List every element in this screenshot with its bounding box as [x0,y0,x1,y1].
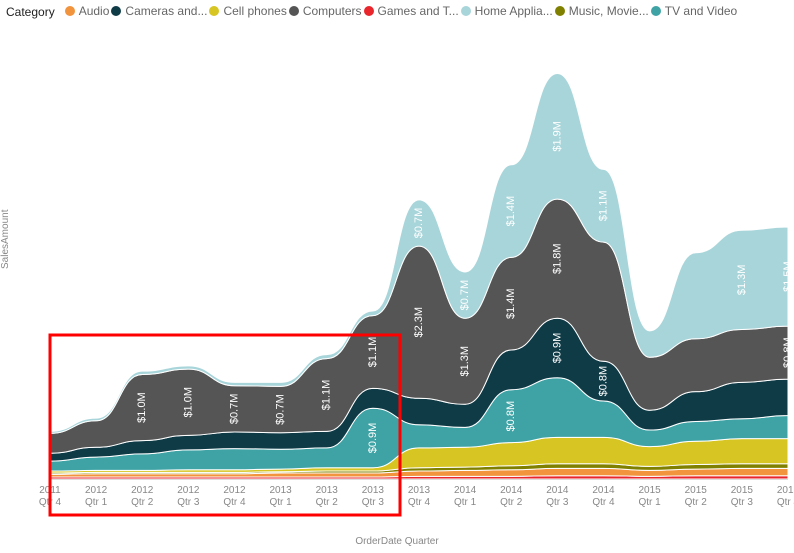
value-label: $1.3M [459,346,471,377]
stream-chart: 2011Qtr 42012Qtr 12012Qtr 22012Qtr 32012… [0,19,794,529]
value-label: $1.8M [551,243,563,274]
legend-item[interactable]: Cell phones [209,4,286,18]
x-tick-year: 2013 [362,485,385,496]
value-label: $1.1M [321,380,333,411]
value-label: $0.7M [459,280,471,311]
x-tick-year: 2012 [131,485,154,496]
value-label: $1.1M [367,337,379,368]
value-label: $0.7M [275,394,287,425]
legend-swatch [364,6,374,16]
legend-swatch [209,6,219,16]
legend-label: Home Applia... [475,4,553,18]
legend-label: Cameras and... [125,4,207,18]
legend-item[interactable]: Computers [289,4,362,18]
x-tick-year: 2012 [85,485,108,496]
value-label: $1.4M [505,196,517,227]
legend-item[interactable]: Games and T... [364,4,459,18]
value-label: $0.9M [551,333,563,364]
legend-item[interactable]: Cameras and... [111,4,207,18]
x-tick-year: 2012 [223,485,246,496]
legend-item[interactable]: TV and Video [651,4,738,18]
y-axis-label: SalesAmount [0,210,11,269]
x-tick-year: 2012 [177,485,200,496]
value-label: $0.8M [782,337,794,368]
x-tick-qtr: Qtr 4 [592,497,615,508]
legend-title: Category [6,5,55,19]
legend-item[interactable]: Music, Movie... [555,4,649,18]
legend-swatch [65,6,75,16]
legend-swatch [111,6,121,16]
x-tick-year: 2014 [500,485,523,496]
x-tick-qtr: Qtr 2 [500,497,523,508]
value-label: $0.7M [413,208,425,239]
x-tick-year: 2015 [731,485,754,496]
x-tick-qtr: Qtr 4 [408,497,431,508]
x-tick-qtr: Qtr 1 [270,497,293,508]
value-label: $2.3M [413,307,425,338]
x-tick-qtr: Qtr 1 [639,497,662,508]
x-tick-year: 2014 [454,485,477,496]
x-axis-label: OrderDate Quarter [355,536,438,547]
x-tick-year: 2013 [316,485,339,496]
legend-swatch [461,6,471,16]
value-label: $1.3M [736,265,748,296]
x-tick-year: 2015 [639,485,662,496]
value-label: $1.5M [782,261,794,292]
x-tick-qtr: Qtr 3 [177,497,200,508]
legend-swatch [289,6,299,16]
x-tick-qtr: Qtr 1 [454,497,477,508]
x-tick-year: 2015 [685,485,708,496]
legend-swatch [651,6,661,16]
value-label: $1.9M [551,121,563,152]
legend-swatch [555,6,565,16]
x-tick-year: 2014 [546,485,569,496]
legend-label: TV and Video [665,4,738,18]
value-label: $0.8M [598,366,610,397]
x-tick-qtr: Qtr 2 [316,497,339,508]
x-tick-year: 2015 [777,485,794,496]
x-tick-year: 2013 [408,485,431,496]
x-tick-qtr: Qtr 2 [685,497,708,508]
legend-label: Games and T... [378,4,459,18]
x-tick-qtr: Qtr 3 [731,497,754,508]
value-label: $0.8M [505,401,517,432]
legend-label: Audio [79,4,110,18]
x-tick-qtr: Qtr 4 [777,497,794,508]
x-tick-qtr: Qtr 2 [131,497,154,508]
x-tick-qtr: Qtr 1 [85,497,108,508]
legend-item[interactable]: Home Applia... [461,4,553,18]
value-label: $1.1M [598,190,610,221]
legend-item[interactable]: Audio [65,4,110,18]
legend-label: Cell phones [223,4,286,18]
x-tick-qtr: Qtr 3 [362,497,385,508]
x-tick-qtr: Qtr 3 [546,497,569,508]
value-label: $1.4M [505,288,517,319]
legend-label: Computers [303,4,362,18]
value-label: $1.0M [136,392,148,423]
x-tick-year: 2014 [592,485,615,496]
value-label: $0.7M [229,394,241,425]
value-label: $1.0M [182,387,194,418]
legend: Category Audio Cameras and... Cell phones C… [0,0,794,19]
value-label: $0.9M [367,423,379,454]
x-tick-qtr: Qtr 4 [223,497,246,508]
legend-label: Music, Movie... [569,4,649,18]
x-tick-year: 2013 [270,485,293,496]
chart-container: SalesAmount 2011Qtr 42012Qtr 12012Qtr 22… [0,19,794,549]
